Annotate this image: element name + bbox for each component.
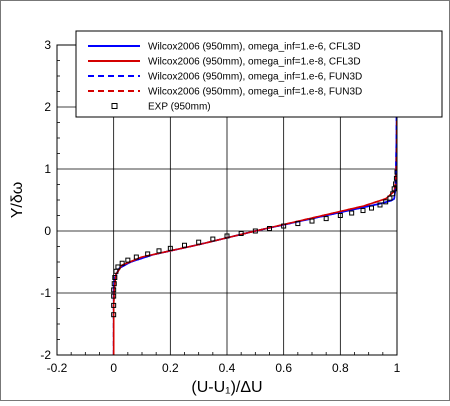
legend-marker [111, 103, 118, 109]
x-tick-label: 0.8 [332, 361, 349, 375]
legend-entry-label: Wilcox2006 (950mm), omega_inf=1.e-6, FUN… [148, 72, 362, 83]
legend-entry-label: Wilcox2006 (950mm), omega_inf=1.e-8, CFL… [148, 57, 361, 68]
legend: Wilcox2006 (950mm), omega_inf=1.e-6, CFL… [75, 30, 443, 118]
exp-data-point [167, 245, 173, 251]
exp-data-point [349, 210, 355, 216]
exp-data-point [112, 275, 118, 280]
x-tick-label: 0.4 [219, 361, 236, 375]
exp-data-point [309, 218, 315, 224]
exp-data-point [267, 226, 272, 232]
exp-data-point [156, 248, 162, 254]
exp-data-point [323, 216, 329, 222]
exp-data-point [252, 228, 258, 234]
exp-data-point [196, 239, 202, 245]
exp-data-point [337, 213, 343, 218]
legend-entry-label: EXP (950mm) [148, 102, 211, 113]
exp-data-point [224, 233, 230, 239]
exp-data-point [210, 236, 216, 242]
series-exp-markers [111, 169, 397, 318]
exp-data-point [125, 257, 131, 263]
exp-data-point [111, 302, 117, 308]
x-tick-label: 0.6 [275, 361, 292, 375]
y-tick-label: 1 [44, 162, 51, 176]
y-axis-label: Y/δω [9, 182, 26, 219]
exp-data-point [182, 242, 187, 248]
y-tick-label: -2 [40, 348, 51, 362]
exp-data-point [391, 186, 397, 192]
exp-data-point [111, 293, 117, 299]
legend-entry-label: Wilcox2006 (950mm), omega_inf=1.e-6, CFL… [148, 42, 361, 53]
exp-data-point [119, 260, 125, 266]
exp-data-point [111, 281, 117, 287]
exp-data-point [115, 264, 121, 270]
exp-data-point [238, 230, 244, 236]
exp-data-point [133, 254, 139, 260]
exp-data-point [383, 199, 389, 205]
exp-data-point [387, 195, 393, 201]
y-tick-label: 3 [44, 38, 51, 52]
series-layer [111, 45, 397, 355]
series-line-3 [112, 45, 397, 355]
y-tick-label: -1 [40, 286, 51, 300]
exp-data-point [377, 202, 383, 208]
x-tick-label: -0.2 [47, 361, 68, 375]
x-tick-label: 1 [394, 361, 401, 375]
exp-data-point [393, 175, 397, 181]
exp-data-point [281, 223, 287, 229]
axis-ticks: -0.2 0 0.2 0.4 0.6 0.8 1 -2 -1 0 1 2 3 [40, 38, 400, 375]
exp-data-point [111, 287, 117, 293]
exp-data-point [145, 251, 151, 257]
x-tick-label: 0 [110, 361, 117, 375]
x-tick-label: 0.2 [162, 361, 179, 375]
exp-data-point [360, 208, 366, 214]
y-tick-label: 0 [44, 224, 51, 238]
x-axis-label: (U-U₁)/ΔU [191, 379, 262, 396]
exp-data-point [295, 221, 301, 227]
exp-data-point [390, 191, 396, 197]
exp-data-point [394, 169, 397, 175]
legend-entry-label: Wilcox2006 (950mm), omega_inf=1.e-8, FUN… [148, 87, 362, 98]
exp-data-point [369, 205, 374, 211]
y-tick-label: 2 [44, 100, 51, 114]
exp-data-point [393, 181, 397, 187]
exp-data-point [111, 312, 117, 318]
